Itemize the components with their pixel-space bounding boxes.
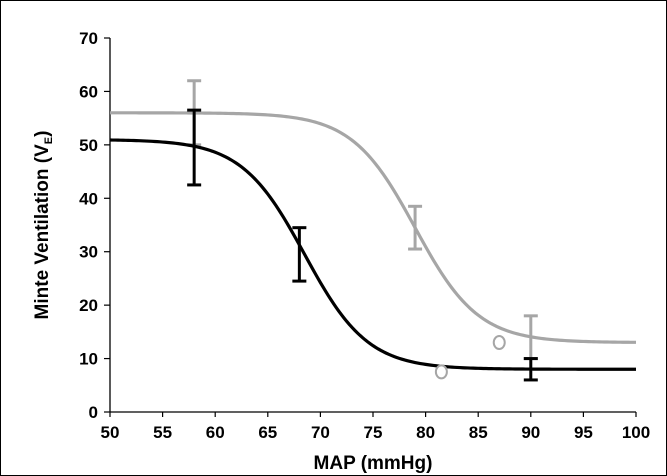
y-axis-title: Minte Ventilation (VE): [32, 131, 55, 320]
x-axis-title: MAP (mmHg): [314, 453, 433, 474]
fit-curve: [109, 138, 636, 371]
y-tick-label: 10: [79, 350, 98, 369]
y-tick-label: 20: [79, 296, 98, 315]
series-0: [109, 108, 636, 382]
fit-curve: [109, 111, 637, 344]
axes: 50 55 60 65 70 75 80 85 90 95 100 0 10 20 30 40 50 60 70: [79, 29, 650, 442]
x-tick-label: 80: [416, 423, 435, 442]
error-bar: [408, 204, 423, 251]
x-tick-label: 70: [311, 423, 330, 442]
x-tick-label: 50: [101, 423, 120, 442]
y-tick-label: 70: [79, 29, 98, 48]
x-tick-label: 65: [258, 423, 277, 442]
y-ticks: 0 10 20 30 40 50 60 70: [79, 29, 110, 422]
y-tick-label: 60: [79, 82, 98, 101]
y-tick-label: 0: [89, 403, 98, 422]
x-tick-label: 90: [521, 423, 540, 442]
error-bar: [187, 108, 202, 187]
open-point: [492, 335, 506, 351]
x-ticks: 50 55 60 65 70 75 80 85 90 95 100: [101, 412, 650, 442]
x-tick-label: 60: [206, 423, 225, 442]
y-axis-title-close: ): [32, 131, 53, 137]
y-axis-title-main: Minte Ventilation (V: [32, 144, 53, 320]
series-layer: [109, 79, 637, 382]
x-tick-label: 95: [574, 423, 593, 442]
x-tick-label: 55: [153, 423, 172, 442]
series-1: [109, 79, 637, 361]
y-tick-label: 40: [79, 189, 98, 208]
x-tick-label: 75: [364, 423, 383, 442]
y-tick-label: 30: [79, 243, 98, 262]
x-tick-label: 85: [469, 423, 488, 442]
open-point: [434, 364, 448, 380]
y-axis-title-subscript: E: [43, 137, 55, 144]
error-bar: [523, 357, 538, 382]
x-tick-label: 100: [622, 423, 650, 442]
error-bar: [292, 226, 307, 283]
y-tick-label: 50: [79, 136, 98, 155]
